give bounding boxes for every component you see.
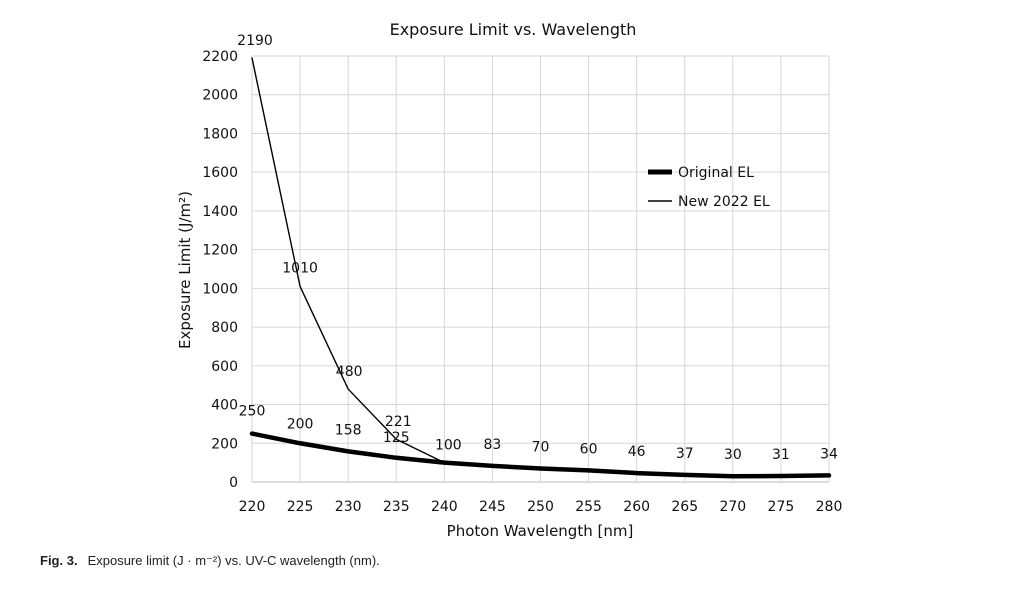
axis-ticks: 0 200 400 600 800 1000 1200 1400 1600 1800 2000 220… bbox=[202, 49, 842, 515]
data-label-original: 100 bbox=[435, 438, 462, 454]
data-label-original: 37 bbox=[676, 446, 694, 462]
data-label-new: 221 bbox=[385, 414, 412, 430]
data-label-original: 70 bbox=[532, 439, 550, 455]
y-tick-label: 2000 bbox=[202, 88, 238, 104]
y-tick-label: 0 bbox=[229, 475, 238, 491]
data-labels: 250 200 158 125 100 83 70 60 46 37 30 31 34 2190 1010 4… bbox=[237, 33, 838, 463]
y-tick-label: 600 bbox=[211, 359, 238, 375]
data-label-original: 34 bbox=[820, 446, 838, 462]
data-label-original: 60 bbox=[580, 441, 598, 457]
x-tick-label: 275 bbox=[768, 499, 795, 515]
x-tick-label: 255 bbox=[575, 499, 602, 515]
data-label-original: 125 bbox=[383, 430, 410, 446]
figure-caption: Fig. 3. Exposure limit (J · m⁻²) vs. UV-C… bbox=[40, 553, 380, 569]
y-tick-label: 1400 bbox=[202, 204, 238, 220]
legend: Original EL New 2022 EL bbox=[648, 165, 770, 210]
series-line-new-2022-el bbox=[251, 57, 446, 464]
x-tick-label: 260 bbox=[623, 499, 650, 515]
x-tick-label: 225 bbox=[287, 499, 314, 515]
x-tick-label: 280 bbox=[816, 499, 843, 515]
grid bbox=[251, 55, 830, 483]
y-tick-label: 800 bbox=[211, 320, 238, 336]
data-label-new: 1010 bbox=[282, 260, 318, 276]
x-tick-label: 270 bbox=[719, 499, 746, 515]
data-label-new: 2190 bbox=[237, 33, 273, 49]
x-axis-title: Photon Wavelength [nm] bbox=[447, 522, 634, 540]
x-tick-label: 245 bbox=[479, 499, 506, 515]
data-label-original: 83 bbox=[484, 437, 502, 453]
y-tick-label: 1600 bbox=[202, 165, 238, 181]
x-tick-label: 240 bbox=[431, 499, 458, 515]
x-tick-label: 265 bbox=[671, 499, 698, 515]
figure-label: Fig. 3. bbox=[40, 553, 78, 568]
data-label-original: 250 bbox=[239, 404, 266, 420]
data-label-original: 46 bbox=[628, 444, 646, 460]
data-label-original: 158 bbox=[335, 422, 362, 438]
y-tick-label: 200 bbox=[211, 436, 238, 452]
y-tick-label: 1000 bbox=[202, 281, 238, 297]
caption-text: Exposure limit (J · m⁻²) vs. UV-C wavele… bbox=[87, 553, 380, 568]
chart-title: Exposure Limit vs. Wavelength bbox=[390, 20, 637, 39]
y-tick-label: 1200 bbox=[202, 243, 238, 259]
y-tick-label: 1800 bbox=[202, 126, 238, 142]
chart-area: 250 200 158 125 100 83 70 60 46 37 30 31 34 2190 1010 4… bbox=[176, 20, 842, 540]
y-tick-label: 400 bbox=[211, 398, 238, 414]
data-label-original: 30 bbox=[724, 447, 742, 463]
data-label-original: 31 bbox=[772, 447, 790, 463]
legend-label-original: Original EL bbox=[678, 165, 754, 181]
series-lines bbox=[249, 57, 832, 479]
x-tick-label: 250 bbox=[527, 499, 554, 515]
data-label-new: 480 bbox=[336, 364, 363, 380]
series-line-original-el bbox=[249, 431, 832, 479]
x-tick-label: 235 bbox=[383, 499, 410, 515]
y-tick-label: 2200 bbox=[202, 49, 238, 65]
legend-label-new: New 2022 EL bbox=[678, 194, 770, 210]
x-tick-label: 230 bbox=[335, 499, 362, 515]
data-label-original: 200 bbox=[287, 416, 314, 432]
y-axis-title: Exposure Limit (J/m²) bbox=[176, 191, 194, 349]
x-tick-label: 220 bbox=[239, 499, 266, 515]
